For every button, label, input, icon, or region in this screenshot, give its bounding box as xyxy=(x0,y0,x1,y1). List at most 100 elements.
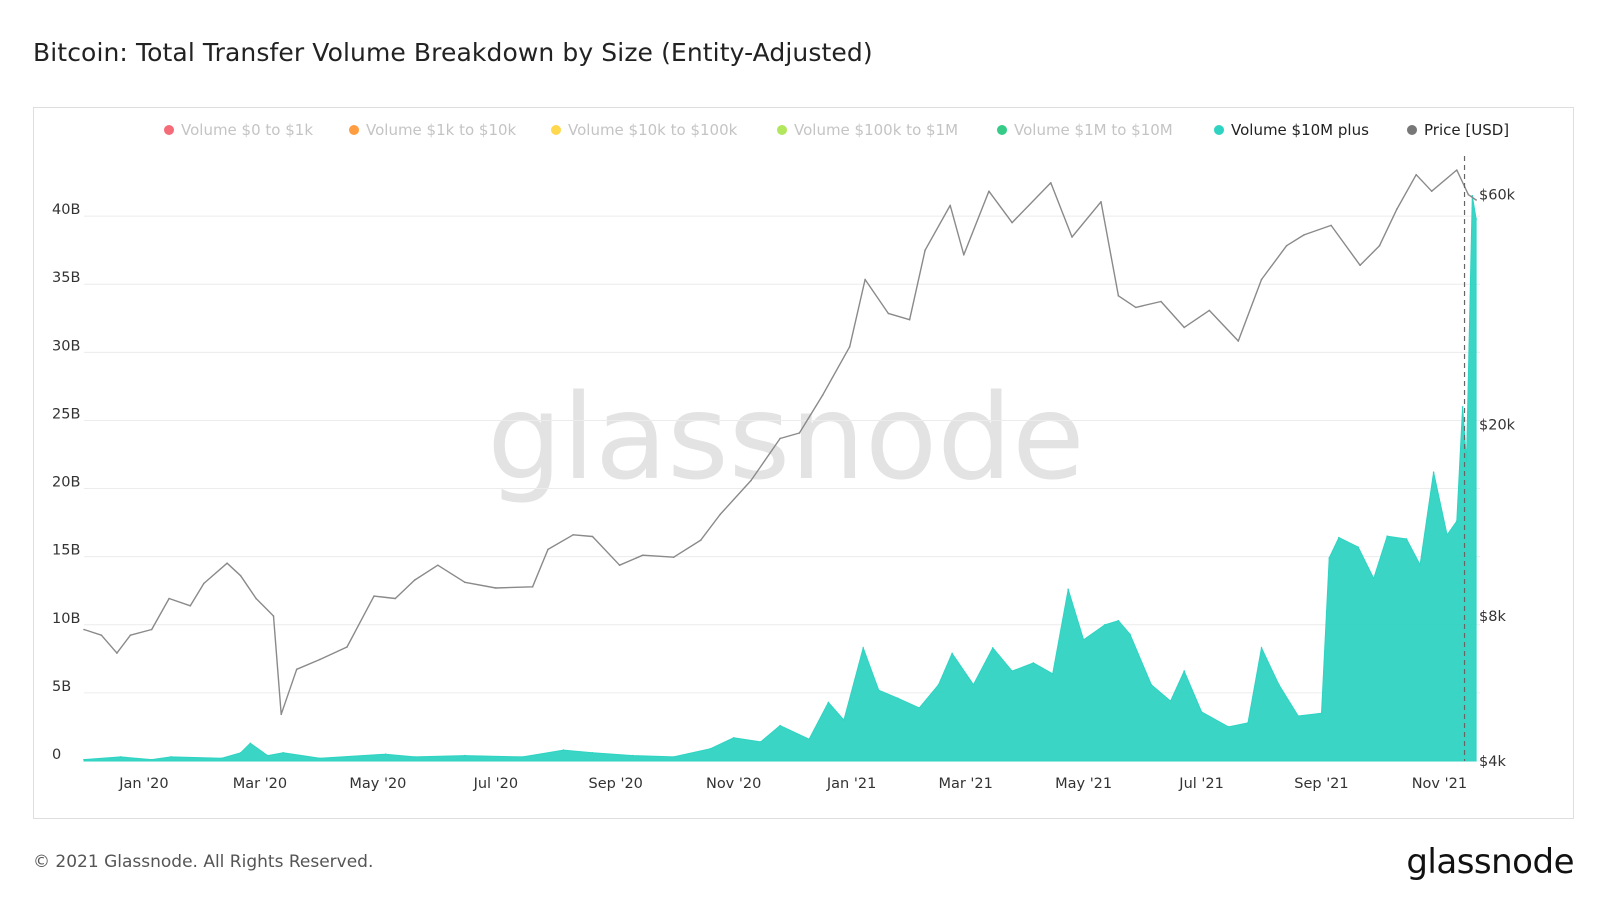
volume-point xyxy=(220,757,223,760)
price-point xyxy=(239,574,242,577)
y-tick-label: 10B xyxy=(52,611,80,627)
y-tick-label: 35B xyxy=(52,270,80,286)
volume-point xyxy=(1032,662,1035,664)
volume-point xyxy=(1465,460,1468,463)
volume-point xyxy=(319,757,321,760)
price-point xyxy=(672,556,675,558)
volume-point xyxy=(1129,633,1131,636)
volume-point xyxy=(249,742,252,745)
price-point xyxy=(1467,193,1470,196)
price-point xyxy=(295,668,298,671)
footer-logo: glassnode xyxy=(1406,842,1574,882)
x-tick-label: Jul '21 xyxy=(1178,776,1224,792)
price-point xyxy=(1285,244,1288,247)
volume-point xyxy=(1051,673,1054,675)
price-point xyxy=(255,597,257,600)
volume-point xyxy=(1446,534,1448,536)
legend-item: Volume $0 to $1k xyxy=(164,121,313,139)
price-point xyxy=(1378,244,1381,247)
legend-item: Volume $10M plus xyxy=(1214,121,1369,139)
price-point xyxy=(1359,264,1361,267)
volume-point xyxy=(1338,536,1340,539)
volume-10m-plus-area xyxy=(83,195,1477,762)
price-point xyxy=(924,249,926,252)
volume-point xyxy=(282,752,284,754)
volume-point xyxy=(464,754,466,757)
volume-point xyxy=(827,701,830,704)
volume-point xyxy=(1297,715,1300,717)
price-point xyxy=(373,595,375,597)
volume-point xyxy=(1471,194,1474,197)
volume-point xyxy=(1405,538,1408,540)
price-point xyxy=(618,564,621,567)
price-point xyxy=(1330,224,1332,227)
price-point xyxy=(864,278,866,281)
legend-label: Volume $100k to $1M xyxy=(794,121,958,139)
price-point xyxy=(591,535,594,538)
volume-point xyxy=(1227,726,1230,728)
x-tick-label: Nov '21 xyxy=(1412,776,1467,792)
price-point xyxy=(464,581,466,584)
y-tick-label: 5B xyxy=(52,679,71,695)
price-point xyxy=(280,713,283,716)
volume-point xyxy=(170,756,172,758)
x-tick-label: Jan '21 xyxy=(826,776,876,792)
price-point xyxy=(949,204,952,207)
price-point xyxy=(1100,200,1102,203)
price-point xyxy=(83,628,85,631)
price-point xyxy=(1260,278,1263,281)
price-point xyxy=(226,562,228,564)
volume-point xyxy=(1247,722,1249,724)
x-tick-label: May '21 xyxy=(1055,776,1112,792)
page-title: Bitcoin: Total Transfer Volume Breakdown… xyxy=(33,38,873,67)
price-point xyxy=(189,605,192,607)
price-point xyxy=(547,548,549,551)
legend-item: Volume $100k to $1M xyxy=(777,121,958,139)
volume-point xyxy=(1419,564,1421,566)
legend-marker xyxy=(1214,125,1224,135)
volume-point xyxy=(1357,546,1359,548)
y-tick-label: 15B xyxy=(52,543,80,559)
price-point xyxy=(150,628,153,631)
price-point xyxy=(1396,208,1398,210)
legend-label: Price [USD] xyxy=(1424,121,1509,139)
price-point xyxy=(394,597,397,600)
legend-marker xyxy=(164,125,174,135)
price-point xyxy=(1415,173,1417,176)
volume-point xyxy=(1067,588,1069,591)
volume-point xyxy=(759,741,762,743)
price-point xyxy=(699,539,702,541)
volume-point xyxy=(83,758,85,761)
price-point xyxy=(848,345,851,348)
volume-point xyxy=(1104,623,1106,626)
volume-point xyxy=(1455,520,1458,523)
legend-marker xyxy=(1407,125,1417,135)
price-point xyxy=(821,394,824,396)
legend-item: Volume $1k to $10k xyxy=(349,121,517,139)
price-point xyxy=(641,554,644,557)
legend-item: Volume $10k to $100k xyxy=(551,121,738,139)
legend-item: Volume $1M to $10M xyxy=(997,121,1173,139)
y-right-tick-label: $60k xyxy=(1479,188,1516,204)
price-point xyxy=(129,634,132,636)
price-point xyxy=(346,646,348,648)
volume-point xyxy=(862,647,865,649)
price-point xyxy=(962,254,965,256)
price-point xyxy=(1160,300,1162,303)
price-point xyxy=(1011,221,1013,224)
legend-label: Volume $0 to $1k xyxy=(181,121,313,139)
volume-point xyxy=(1328,557,1330,559)
price-point xyxy=(572,533,574,536)
x-tick-label: Mar '20 xyxy=(233,776,287,792)
price-point xyxy=(750,479,752,482)
price-point xyxy=(1135,306,1137,309)
volume-point xyxy=(918,707,921,709)
y-axis-right-labels: $4k $8k $20k $60k xyxy=(1479,188,1516,770)
volume-point xyxy=(1461,406,1464,408)
price-point xyxy=(1237,340,1240,342)
chart-frame: glassnode Volume $0 to $1k Volume $1k to … xyxy=(33,107,1574,819)
volume-point xyxy=(1169,700,1172,702)
price-point xyxy=(1455,169,1458,171)
x-tick-label: May '20 xyxy=(349,776,406,792)
volume-point xyxy=(632,754,634,757)
